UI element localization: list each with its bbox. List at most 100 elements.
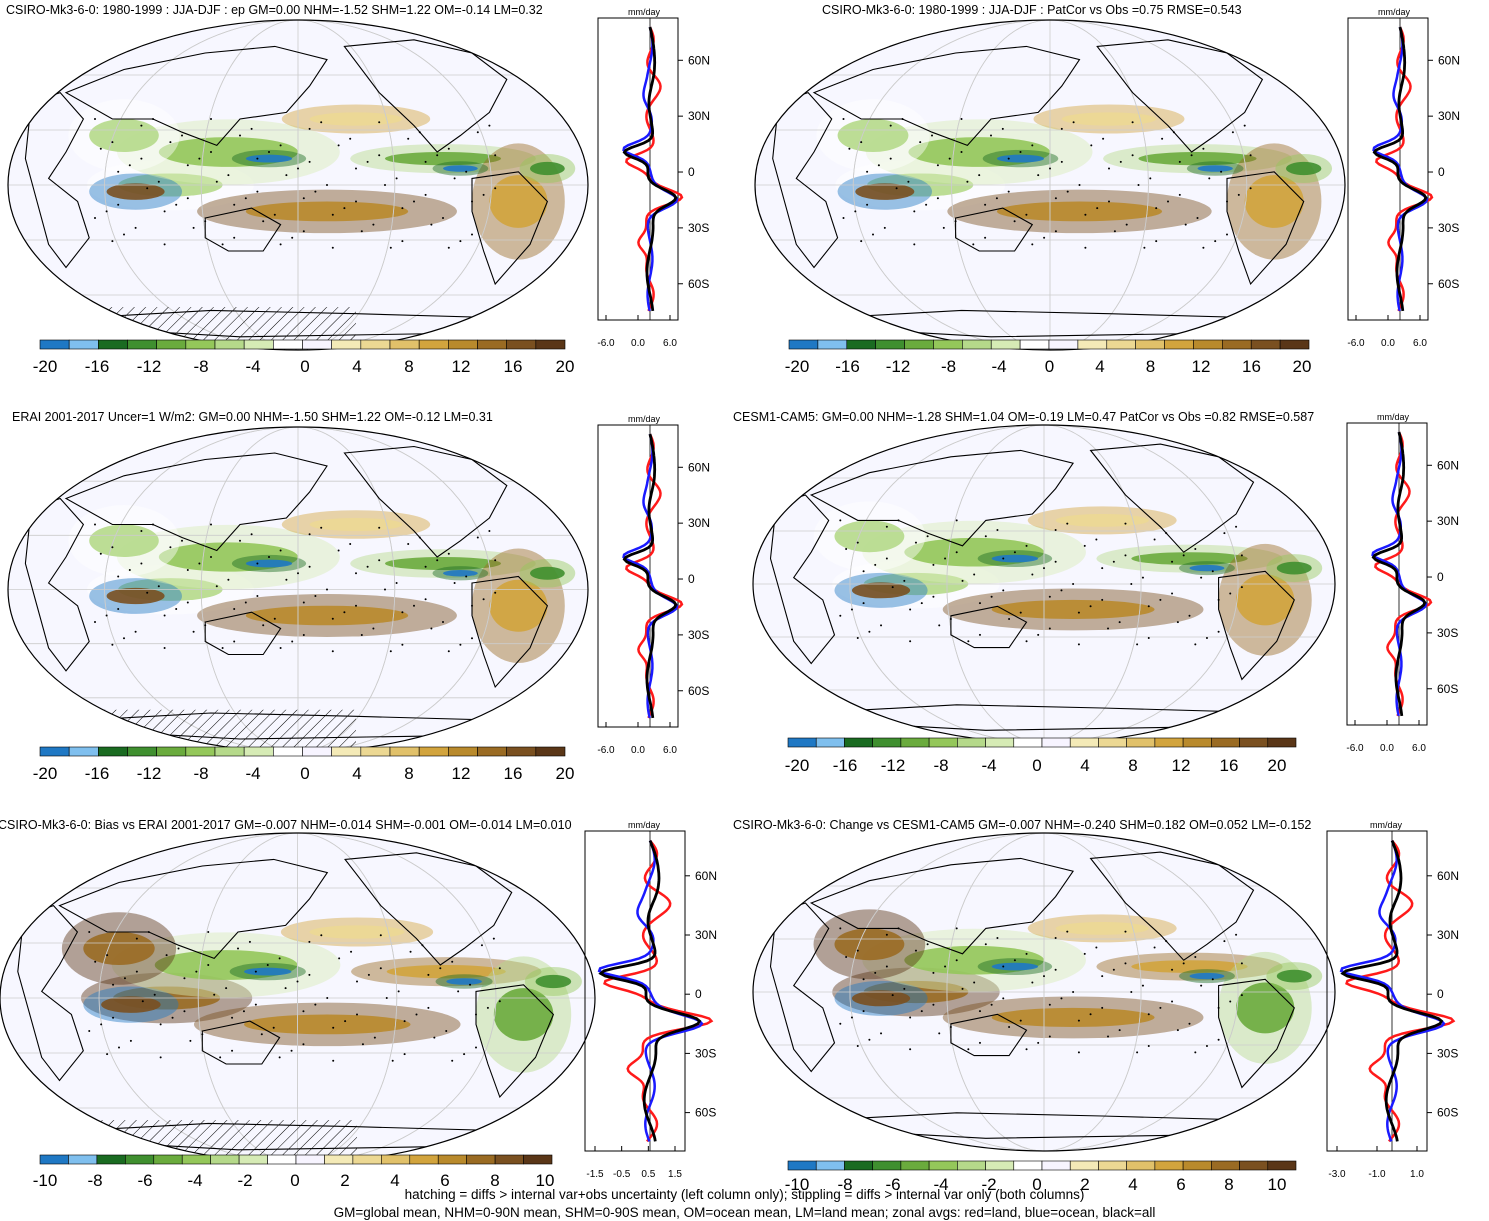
- colorbar-swatch: [185, 746, 216, 757]
- colorbar-swatch: [535, 746, 566, 757]
- colorbar-swatch: [1041, 737, 1071, 748]
- stipple-dot: [1060, 997, 1063, 1000]
- stipple-dot: [112, 983, 115, 986]
- x-tick-label: -6.0: [597, 745, 615, 756]
- colorbar-label: -4: [991, 357, 1006, 376]
- map-border: [752, 832, 1336, 1152]
- stipple-dot: [848, 147, 851, 150]
- stipple-dot: [453, 177, 456, 180]
- stipple-dot: [424, 565, 427, 568]
- stipple-dot: [123, 233, 125, 236]
- stipple-dot: [978, 633, 981, 636]
- stipple-dot: [192, 630, 195, 633]
- stipple-dot: [1131, 154, 1134, 157]
- stipple-dot: [397, 990, 400, 993]
- stipple-dot: [1205, 1045, 1208, 1048]
- stipple-dot: [1229, 592, 1232, 595]
- stipple-dot: [868, 630, 871, 633]
- stipple-dot: [862, 570, 865, 573]
- colorbar-label: -20: [33, 764, 58, 783]
- stipple-dot: [163, 647, 166, 649]
- stipple-dot: [219, 1056, 222, 1059]
- x-tick-label: -6.0: [597, 338, 615, 349]
- stipple-dot: [183, 1010, 186, 1013]
- stipple-dot: [186, 197, 189, 200]
- colorbar-swatch: [962, 339, 992, 350]
- stipple-dot: [279, 243, 282, 246]
- stipple-dot: [1143, 246, 1146, 249]
- stipple-dot: [244, 601, 247, 604]
- stipple-dot: [1072, 991, 1075, 993]
- stipple-dot: [165, 954, 168, 957]
- stipple-dot: [1002, 557, 1005, 560]
- stipple-dot: [1149, 177, 1152, 180]
- colorbar-swatch: [494, 1154, 524, 1165]
- colorbar-swatch: [928, 1160, 958, 1171]
- stipple-dot: [1178, 160, 1181, 163]
- colorbar-swatch: [477, 339, 507, 350]
- precip-core: [385, 557, 501, 570]
- precip-core: [1131, 960, 1248, 973]
- stipple-dot: [384, 184, 386, 186]
- colorbar-swatch: [437, 1154, 467, 1165]
- colorbar-label: 16: [504, 357, 523, 376]
- stipple-dot: [111, 546, 114, 549]
- colorbar-label: -8: [837, 1175, 852, 1194]
- stipple-dot: [897, 519, 900, 522]
- colorbar-label: 12: [452, 764, 471, 783]
- stipple-dot: [378, 526, 381, 529]
- precip-core: [243, 1014, 411, 1035]
- stipple-dot: [1008, 1025, 1011, 1028]
- colorbar-swatch: [1126, 1160, 1156, 1171]
- colorbar-label: -4: [245, 764, 260, 783]
- stipple-dot: [1101, 567, 1104, 570]
- stipple-dot: [1031, 573, 1034, 576]
- stipple-dot: [866, 203, 869, 206]
- precip-core: [530, 566, 565, 580]
- stipple-dot: [378, 559, 381, 562]
- panel-graphics: mm/day 60N 30N 0 30S 60S -6.0 0.0 6.0 -20 -16 -12 -8…: [754, 7, 1460, 376]
- stipple-dot: [210, 151, 212, 153]
- stipple-dot: [256, 595, 259, 597]
- colorbar-swatch: [352, 1154, 382, 1165]
- stipple-dot: [331, 617, 334, 620]
- stipple-dot: [1200, 576, 1203, 579]
- stipple-dot: [1226, 233, 1228, 236]
- stipple-dot: [1031, 144, 1034, 147]
- stipple-dot: [885, 965, 888, 968]
- stipple-dot: [1060, 127, 1063, 130]
- stipple-dot: [210, 523, 212, 526]
- x-tick-label: -1.5: [586, 1169, 604, 1180]
- profile-unit: mm/day: [1370, 820, 1403, 830]
- precip-core: [309, 112, 403, 126]
- stipple-dot: [169, 141, 172, 144]
- stipple-dot: [932, 563, 935, 566]
- stipple-dot: [944, 965, 947, 968]
- precip-core: [1061, 112, 1157, 126]
- stipple-dot: [860, 240, 863, 243]
- lat-tick-label: 0: [695, 987, 702, 1001]
- stipple-dot: [94, 118, 96, 120]
- precip-core: [309, 925, 405, 939]
- stipple-dot: [210, 556, 212, 558]
- stipple-dot: [141, 1000, 144, 1003]
- colorbar-swatch: [210, 1154, 240, 1165]
- stipple-dot: [135, 937, 138, 940]
- stipple-dot: [1101, 975, 1104, 978]
- stipple-dot: [972, 243, 975, 246]
- colorbar-label: -8: [87, 1171, 102, 1190]
- lat-tick-label: 60S: [1437, 682, 1458, 696]
- stipple-dot: [978, 1010, 981, 1013]
- stipple-dot: [147, 931, 150, 933]
- stipple-dot: [360, 230, 363, 233]
- stipple-dot: [343, 611, 346, 614]
- stipple-dot: [955, 519, 958, 522]
- stipple-dot: [1136, 1051, 1139, 1054]
- stipple-dot: [231, 1049, 234, 1052]
- stipple-dot: [372, 627, 375, 630]
- stipple-dot: [373, 1036, 376, 1039]
- stipple-dot: [885, 557, 888, 560]
- stipple-dot: [1182, 962, 1185, 965]
- x-tick-label: 0.0: [631, 745, 645, 756]
- stipple-dot: [215, 180, 218, 183]
